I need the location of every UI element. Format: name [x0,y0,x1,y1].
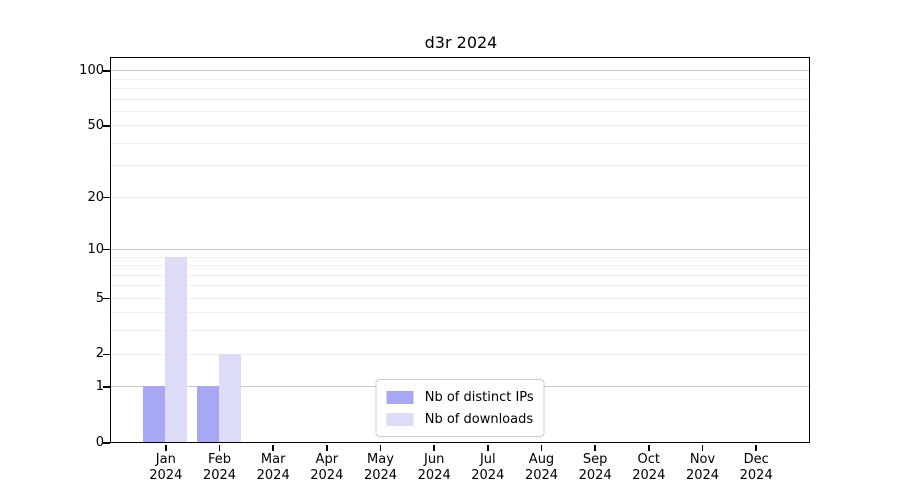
bar-distinct-ips [143,386,165,443]
y-gridline-minor [111,196,810,198]
y-gridline-minor [111,142,810,144]
legend-swatch-downloads [386,412,414,426]
x-tick-label: Feb 2024 [202,452,237,483]
x-tick-label: Apr 2024 [310,452,344,483]
x-tick-label: Sep 2024 [578,452,612,483]
x-tick-mark [218,444,221,451]
x-tick-label: Jul 2024 [471,452,505,483]
y-gridline-minor [111,330,810,332]
y-gridline-minor [111,256,810,258]
x-tick-mark [540,444,543,451]
x-tick-label: Jun 2024 [417,452,451,483]
y-tick-mark [103,297,110,300]
y-tick-mark [103,386,110,388]
legend: Nb of distinct IPs Nb of downloads [375,379,545,438]
y-tick-mark [103,196,110,199]
y-gridline-major [111,248,810,250]
x-tick-label: Jan 2024 [149,452,183,483]
x-tick-label: Aug 2024 [524,452,559,483]
y-gridline-major [111,70,810,72]
y-tick-mark [103,125,110,127]
y-gridline-minor [111,265,810,266]
y-tick-label: 50 [87,117,104,133]
x-tick-mark [379,444,382,451]
x-tick-label: Dec 2024 [739,452,773,483]
y-tick-label: 5 [95,290,104,306]
plot-area: Nb of distinct IPs Nb of downloads [110,57,811,444]
legend-entry-distinct-ips: Nb of distinct IPs [386,386,534,408]
y-gridline-minor [111,274,810,276]
legend-label-distinct-ips: Nb of distinct IPs [424,389,534,405]
y-gridline-minor [111,98,810,100]
bar-downloads [165,256,187,443]
x-tick-label: May 2024 [363,452,398,483]
y-gridline-minor [111,87,810,89]
y-tick-mark [103,353,110,356]
x-tick-mark [487,444,489,451]
legend-entry-downloads: Nb of downloads [386,408,534,430]
y-gridline-minor [111,110,810,112]
y-tick-label: 100 [79,62,104,78]
x-tick-label: Nov 2024 [685,452,720,483]
x-tick-mark [755,444,757,451]
y-gridline-minor [111,353,810,355]
bars-layer [111,58,809,443]
x-tick-mark [272,444,274,451]
x-tick-mark [648,444,650,451]
y-tick-label: 0 [95,435,104,450]
x-tick-mark [433,444,435,451]
bar-downloads [218,353,241,443]
y-gridline-minor [111,285,810,287]
y-tick-mark [103,70,110,72]
y-gridline-minor [111,125,810,127]
x-tick-mark [326,444,328,451]
x-tick-mark [594,444,596,451]
bar-distinct-ips [196,386,219,443]
y-gridline-minor [111,297,810,299]
y-gridline-minor [111,78,810,80]
y-tick-label: 10 [87,241,104,257]
y-tick-label: 2 [95,346,104,362]
x-tick-mark [701,444,704,451]
y-gridline-minor [111,165,810,167]
y-gridline-minor [111,312,810,314]
legend-swatch-distinct-ips [386,390,414,404]
y-tick-label: 20 [87,189,104,205]
y-tick-label: 1 [95,379,104,395]
legend-label-downloads: Nb of downloads [424,411,534,427]
x-tick-mark [165,444,167,451]
chart-title: d3r 2024 [424,33,498,52]
x-tick-label: Oct 2024 [632,452,666,483]
x-tick-label: Mar 2024 [256,452,290,483]
y-tick-mark [103,248,110,251]
y-tick-mark [103,442,110,444]
